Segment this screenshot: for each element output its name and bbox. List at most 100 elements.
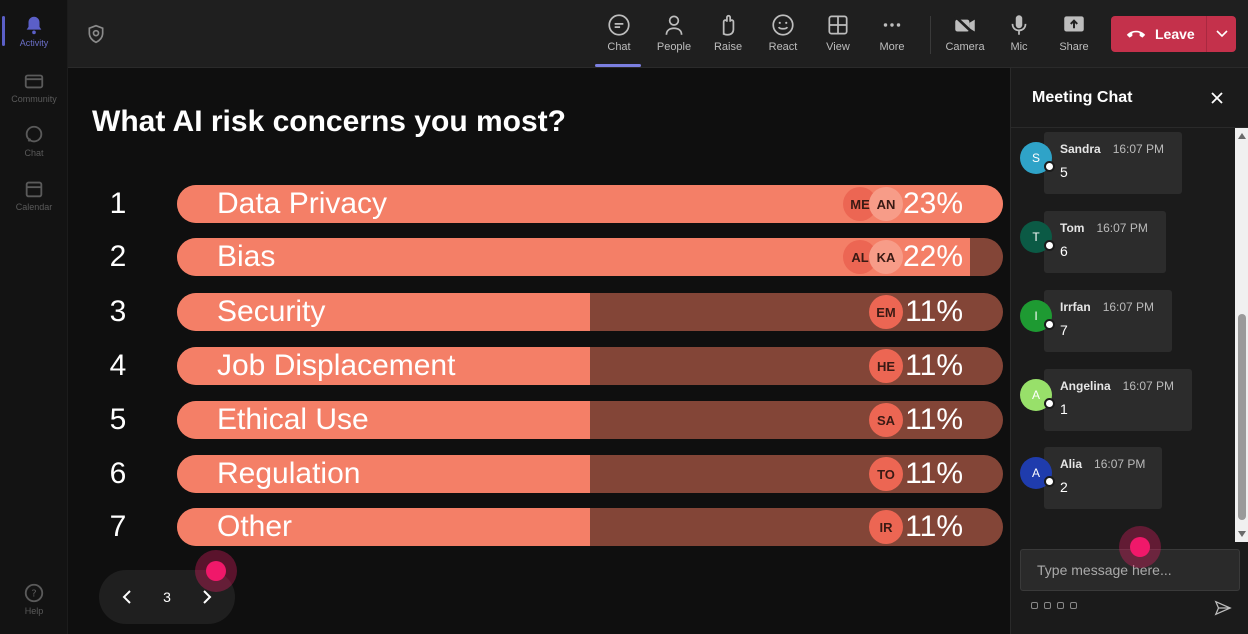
grid-icon [828, 15, 848, 35]
toolbar-camera-label: Camera [945, 41, 985, 53]
rail-item-label: Activity [19, 38, 49, 48]
poll-option-rank: 5 [109, 403, 127, 436]
chat-message[interactable]: Sandra 16:07 PM 5 S [1011, 130, 1235, 194]
previous-page-button[interactable] [115, 585, 139, 609]
toolbar-mic-button[interactable]: Mic [993, 10, 1045, 62]
leave-options-toggle[interactable] [1206, 16, 1236, 52]
avatar[interactable]: A [1020, 379, 1055, 411]
poll-option-label: Regulation [217, 457, 361, 490]
format-icon[interactable] [1031, 602, 1038, 609]
presence-status-icon [1044, 161, 1055, 172]
message-header: Tom 16:07 PM [1060, 219, 1166, 237]
message-time: 16:07 PM [1094, 457, 1146, 471]
raise-hand-icon [722, 15, 735, 36]
voter-avatar[interactable]: SA [869, 403, 903, 437]
chat-message[interactable]: Angelina 16:07 PM 1 A [1011, 367, 1235, 431]
scroll-down-arrow[interactable] [1238, 531, 1246, 537]
voter-avatar[interactable]: TO [869, 457, 903, 491]
toolbar-mic-label: Mic [1010, 41, 1028, 53]
rail-item-chat[interactable]: Chat [0, 116, 68, 166]
voter-avatar[interactable]: IR [869, 510, 903, 544]
close-icon[interactable] [1207, 88, 1227, 108]
rail-item-activity[interactable]: Activity [0, 6, 68, 56]
presence-status-icon [1044, 319, 1055, 330]
voter-avatar[interactable]: KA [869, 240, 903, 274]
poll-option-row: 2 Bias 22% AL KA [68, 238, 1010, 276]
gif-icon[interactable] [1070, 602, 1077, 609]
message-bubble: Alia 16:07 PM 2 [1044, 447, 1162, 509]
chat-message[interactable]: Irrfan 16:07 PM 7 I [1011, 288, 1235, 352]
avatar-initial: A [1031, 388, 1040, 402]
poll-option-percent: 11% [905, 403, 963, 436]
toolbar-people-label: People [656, 41, 692, 53]
chevron-left-icon [122, 590, 131, 604]
voter-avatar[interactable]: EM [869, 295, 903, 329]
poll-option-row: 7 Other 11% IR [68, 508, 1010, 546]
chat-message[interactable]: Alia 16:07 PM 2 A [1011, 445, 1235, 509]
chat-message-list[interactable]: Sandra 16:07 PM 5 S Tom 16:07 PM 6 T Irrfan 16:07… [1011, 128, 1235, 542]
avatar[interactable]: I [1020, 300, 1055, 332]
toolbar-more-button[interactable]: More [866, 10, 918, 62]
avatar[interactable]: A [1020, 457, 1055, 489]
next-page-button[interactable] [195, 585, 219, 609]
rail-item-help[interactable]: ? Help [0, 574, 68, 624]
poll-option-row: 4 Job Displacement 11% HE [68, 347, 1010, 385]
page-number: 3 [163, 589, 171, 605]
toolbar-react-button[interactable]: React [757, 10, 809, 62]
svg-text:?: ? [31, 589, 36, 600]
leave-button[interactable]: Leave [1111, 16, 1236, 52]
share-screen-icon [1064, 16, 1084, 32]
emoji-icon[interactable] [1057, 602, 1064, 609]
rail-item-label: Community [11, 94, 57, 104]
message-author: Irrfan [1060, 300, 1091, 314]
chevron-down-icon [1215, 30, 1228, 38]
chat-message[interactable]: Tom 16:07 PM 6 T [1011, 209, 1235, 273]
chat-header: Meeting Chat [1011, 68, 1248, 128]
poll-option-label: Data Privacy [217, 187, 388, 220]
toolbar-chat-label: Chat [607, 41, 631, 53]
message-header: Irrfan 16:07 PM [1060, 298, 1172, 316]
calendar-icon [25, 181, 43, 198]
chevron-right-icon [203, 590, 212, 604]
chat-scrollbar[interactable] [1235, 128, 1248, 542]
poll-option-bar: Bias 22% AL KA [177, 238, 1003, 276]
message-header: Angelina 16:07 PM [1060, 377, 1192, 395]
toolbar-people-button[interactable]: People [648, 10, 700, 62]
poll-option-rank: 3 [109, 295, 127, 328]
message-bubble: Angelina 16:07 PM 1 [1044, 369, 1192, 431]
toolbar-chat-button[interactable]: Chat [593, 10, 645, 67]
toolbar-view-label: View [826, 41, 850, 53]
message-time: 16:07 PM [1102, 300, 1155, 314]
message-author: Sandra [1060, 142, 1101, 156]
send-icon[interactable] [1214, 599, 1232, 617]
message-text: 5 [1060, 164, 1068, 180]
avatar[interactable]: S [1020, 142, 1055, 174]
chat-compose-box[interactable] [1020, 549, 1240, 591]
poll-option-rank: 2 [109, 240, 127, 273]
message-header: Alia 16:07 PM [1060, 455, 1162, 473]
poll-option-percent: 11% [905, 457, 963, 490]
shield-icon[interactable] [86, 24, 106, 44]
poll-option-bar: Regulation 11% TO [177, 455, 1003, 493]
scrollbar-thumb[interactable] [1238, 314, 1246, 520]
scroll-up-arrow[interactable] [1238, 133, 1246, 139]
compose-format-tools [1031, 602, 1077, 609]
rail-item-calendar[interactable]: Calendar [0, 170, 68, 220]
poll-option-fill [177, 401, 590, 439]
toolbar-view-button[interactable]: View [812, 10, 864, 62]
poll-option-label: Job Displacement [217, 349, 456, 382]
toolbar-camera-button[interactable]: Camera [939, 10, 991, 62]
voter-avatar[interactable]: HE [869, 349, 903, 383]
toolbar-more-label: More [879, 41, 905, 53]
avatar-initial: T [1032, 230, 1040, 244]
cursor-indicator [1119, 526, 1161, 568]
voter-avatar[interactable]: AN [869, 187, 903, 221]
message-bubble: Irrfan 16:07 PM 7 [1044, 290, 1172, 352]
attach-icon[interactable] [1044, 602, 1051, 609]
poll-option-bar: Data Privacy 23% ME AN [177, 185, 1003, 223]
poll-option-percent: 22% [902, 240, 963, 273]
toolbar-share-button[interactable]: Share [1048, 10, 1100, 62]
toolbar-raise-button[interactable]: Raise [702, 10, 754, 62]
rail-item-community[interactable]: Community [0, 62, 68, 112]
avatar[interactable]: T [1020, 221, 1055, 253]
